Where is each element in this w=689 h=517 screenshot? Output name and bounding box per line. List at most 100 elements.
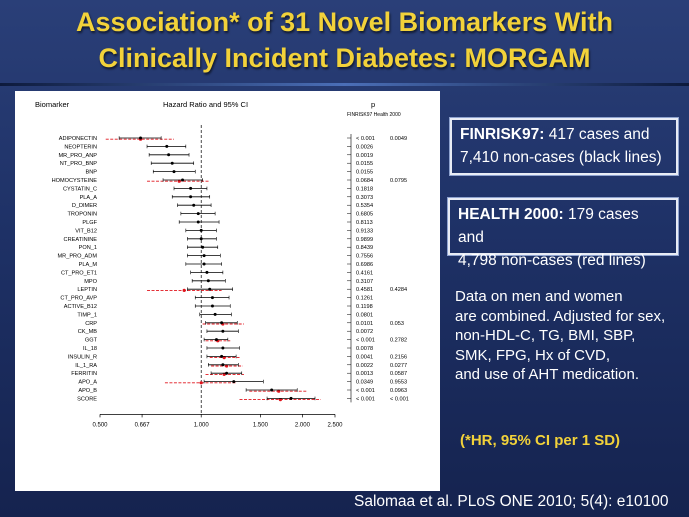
p-value-finrisk: 0.8439	[356, 245, 373, 251]
biomarker-label: APO_A	[78, 380, 97, 386]
x-tick-label: 0.667	[135, 422, 151, 428]
p-value-finrisk: 0.3107	[356, 279, 373, 285]
health2000-point	[182, 288, 186, 292]
biomarker-label: NT_PRO_BNP	[60, 161, 98, 167]
p-value-finrisk: 0.0041	[356, 354, 373, 360]
finrisk-point	[192, 203, 196, 207]
finrisk-point	[232, 380, 236, 384]
p-value-finrisk: 0.1261	[356, 296, 373, 302]
p-value-finrisk: 0.1198	[356, 304, 373, 310]
biomarker-label: CRP	[85, 321, 97, 327]
health2000-point	[225, 364, 229, 368]
finrisk-point	[202, 254, 206, 258]
finrisk-point	[165, 144, 169, 148]
finrisk-point	[214, 338, 218, 342]
biomarker-label: LEPTIN	[77, 287, 97, 293]
x-tick-label: 1.500	[253, 422, 269, 428]
biomarker-header: Biomarker	[35, 100, 70, 109]
p-value-finrisk: 0.0349	[356, 380, 373, 386]
finrisk-point	[221, 363, 225, 367]
finrisk-point	[172, 170, 176, 174]
biomarker-label: ADIPONECTIN	[59, 136, 97, 142]
finrisk-point	[196, 220, 200, 224]
p-value-health2000: 0.053	[390, 321, 404, 327]
biomarker-label: IL_1_RA	[75, 363, 97, 369]
hr-footnote: (*HR, 95% CI per 1 SD)	[460, 432, 621, 449]
finrisk-point	[196, 212, 200, 216]
p-value-finrisk: 0.0026	[356, 144, 373, 150]
p-value-finrisk: 0.0078	[356, 346, 373, 352]
finrisk-point	[199, 228, 203, 232]
finrisk-cases: 417 cases and	[544, 126, 650, 143]
health2000-label: HEALTH 2000:	[458, 206, 564, 223]
finrisk-point	[189, 195, 193, 199]
finrisk-point	[221, 329, 225, 333]
health2000-info-box: HEALTH 2000: 179 cases and 4,798 non-cas…	[448, 198, 678, 269]
p-columns-header: FINRISK97 Health 2000	[347, 112, 401, 118]
p-value-finrisk: 0.9133	[356, 228, 373, 234]
p-value-finrisk: 0.0155	[356, 170, 373, 176]
slide-title: Association* of 31 Novel Biomarkers With…	[0, 4, 689, 76]
title-line-1: Association* of 31 Novel Biomarkers With	[76, 7, 613, 37]
health2000-cases: 179 cases and	[458, 206, 639, 246]
biomarker-label: CT_PRO_ET1	[61, 270, 97, 276]
p-value-finrisk: 0.6986	[356, 262, 373, 268]
biomarker-label: FERRITIN	[71, 371, 97, 377]
finrisk-point	[289, 396, 293, 400]
biomarker-label: TROPONIN	[67, 212, 97, 218]
p-value-finrisk: 0.7556	[356, 254, 373, 260]
finrisk-point	[206, 279, 210, 283]
notes-line: Data on men and women	[455, 288, 623, 305]
biomarker-label: PLA_M	[79, 262, 98, 268]
biomarker-label: HOMOCYSTEINE	[52, 178, 98, 184]
biomarker-label: SCORE	[77, 396, 97, 402]
p-value-finrisk: 0.0155	[356, 161, 373, 167]
p-value-finrisk: 0.9899	[356, 237, 373, 243]
forest-plot: Biomarker Hazard Ratio and 95% CI p FINRISK…	[35, 100, 409, 428]
title-divider	[0, 83, 689, 86]
finrisk-noncases: 7,410 non-cases (black lines)	[460, 149, 662, 166]
biomarker-label: PLA_A	[80, 195, 98, 201]
biomarker-label: BNP	[85, 170, 97, 176]
p-value-health2000: 0.0587	[390, 371, 407, 377]
biomarker-label: MR_PRO_ADM	[58, 254, 98, 260]
p-value-finrisk: 0.0684	[356, 178, 373, 184]
finrisk-point	[220, 321, 224, 325]
p-value-finrisk: 0.0013	[356, 371, 373, 377]
finrisk-point	[205, 270, 209, 274]
p-value-finrisk: 0.4581	[356, 287, 373, 293]
biomarker-label: CK_MB	[78, 329, 98, 335]
biomarker-label: MR_PRO_ANP	[58, 153, 97, 159]
p-value-finrisk: < 0.001	[356, 396, 375, 402]
x-tick-label: 2.000	[295, 422, 311, 428]
p-value-finrisk: 0.8113	[356, 220, 373, 226]
p-value-finrisk: 0.0019	[356, 153, 373, 159]
biomarker-label: GGT	[85, 338, 98, 344]
p-value-finrisk: < 0.001	[356, 388, 375, 394]
p-value-health2000: 0.4284	[390, 287, 407, 293]
hr-header: Hazard Ratio and 95% CI	[163, 100, 248, 109]
biomarker-label: D_DIMER	[72, 203, 97, 209]
p-value-health2000: 0.0277	[390, 363, 407, 369]
p-value-finrisk: 0.0072	[356, 329, 373, 335]
p-value-finrisk: 0.6805	[356, 212, 373, 218]
notes-line: and use of AHT medication.	[455, 366, 639, 383]
finrisk-point	[208, 287, 212, 291]
p-value-finrisk: 0.0022	[356, 363, 373, 369]
p-value-health2000: < 0.001	[390, 396, 409, 402]
finrisk-point	[189, 186, 193, 190]
finrisk-point	[201, 245, 205, 249]
notes-line: are combined. Adjusted for sex,	[455, 307, 666, 325]
biomarker-label: APO_B	[78, 388, 97, 394]
p-value-finrisk: 0.1818	[356, 186, 373, 192]
x-tick-label: 1.000	[194, 422, 210, 428]
finrisk-label: FINRISK97:	[460, 126, 545, 143]
p-value-health2000: 0.0795	[390, 178, 407, 184]
p-value-finrisk: 0.4161	[356, 270, 373, 276]
p-value-finrisk: 0.0101	[356, 321, 373, 327]
finrisk-point	[221, 346, 225, 350]
finrisk-point	[270, 388, 274, 392]
biomarker-label: CYSTATIN_C	[63, 186, 97, 192]
finrisk-point	[167, 153, 171, 157]
p-value-health2000: 0.0049	[390, 136, 407, 142]
